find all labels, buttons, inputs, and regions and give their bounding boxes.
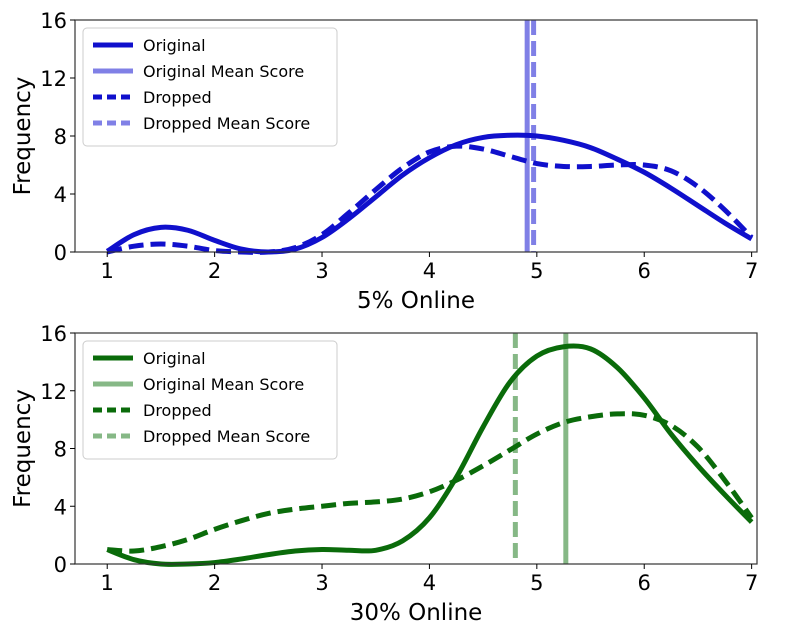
- x-tick-label: 7: [745, 259, 758, 283]
- y-tick-label: 16: [40, 322, 67, 346]
- legend-dropped-label: Dropped: [143, 88, 212, 107]
- x-tick-label: 3: [315, 259, 328, 283]
- legend-original-mean-label: Original Mean Score: [143, 62, 304, 81]
- y-tick-label: 16: [40, 9, 67, 33]
- x-tick-label: 5: [530, 259, 543, 283]
- x-tick-label: 7: [745, 571, 758, 595]
- x-tick-label: 1: [101, 259, 114, 283]
- y-tick-label: 8: [54, 438, 67, 462]
- y-axis-label: Frequency: [10, 389, 36, 508]
- y-tick-label: 0: [54, 553, 67, 577]
- x-tick-label: 1: [101, 571, 114, 595]
- legend-box: [82, 340, 338, 460]
- legend: Original Original Mean Score Dropped Droppe…: [82, 27, 338, 147]
- legend-dropped-mean-label: Dropped Mean Score: [143, 427, 310, 446]
- x-axis-label: 5% Online: [357, 288, 475, 314]
- original-curve: [106, 343, 754, 567]
- legend-dropped-label: Dropped: [143, 401, 212, 420]
- x-tick-label: 3: [315, 571, 328, 595]
- y-tick-label: 4: [54, 183, 67, 207]
- legend-original-label: Original: [143, 349, 206, 368]
- dropped-curve: [107, 411, 754, 554]
- y-tick-label: 0: [54, 241, 67, 265]
- x-tick-label: 4: [423, 571, 436, 595]
- legend-dropped-mean-label: Dropped Mean Score: [143, 114, 310, 133]
- dropped-curve: [106, 143, 754, 255]
- x-tick-label: 6: [638, 259, 651, 283]
- x-tick-label: 2: [208, 571, 221, 595]
- y-axis-label: Frequency: [10, 77, 36, 196]
- x-tick-label: 2: [208, 259, 221, 283]
- legend-original-mean-label: Original Mean Score: [143, 375, 304, 394]
- y-tick-label: 8: [54, 125, 67, 149]
- y-tick-label: 4: [54, 495, 67, 519]
- legend-box: [82, 27, 338, 147]
- legend-original-label: Original: [143, 36, 206, 55]
- y-tick-label: 12: [40, 380, 67, 404]
- legend: Original Original Mean Score Dropped Droppe…: [82, 340, 338, 460]
- y-tick-label: 12: [40, 67, 67, 91]
- x-axis-label: 30% Online: [350, 600, 483, 626]
- x-tick-label: 4: [423, 259, 436, 283]
- x-tick-label: 5: [530, 571, 543, 595]
- x-tick-label: 6: [638, 571, 651, 595]
- original-curve: [105, 132, 753, 255]
